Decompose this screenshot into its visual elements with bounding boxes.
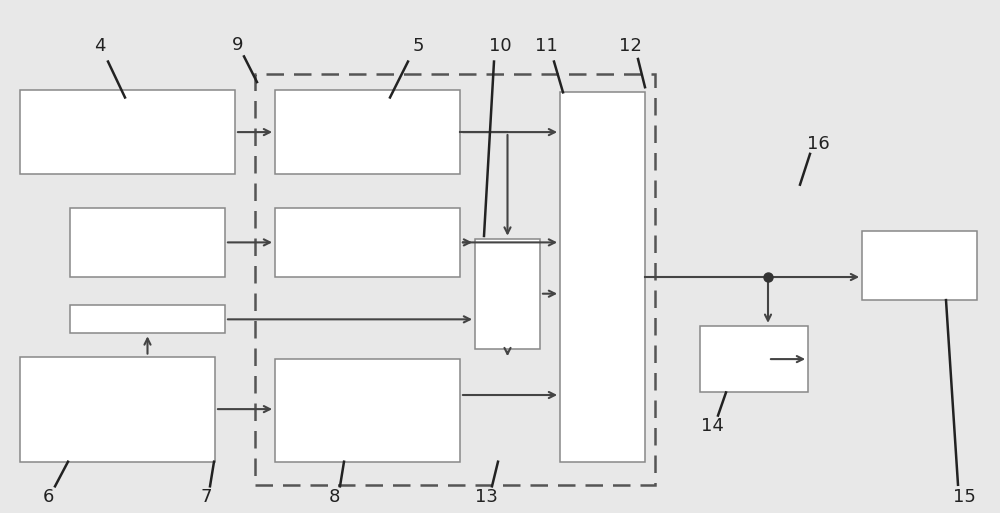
Bar: [275, 208, 460, 277]
Bar: [475, 239, 540, 349]
Text: 12: 12: [619, 37, 641, 55]
Text: 11: 11: [535, 37, 557, 55]
Text: 16: 16: [807, 134, 829, 153]
Text: 6: 6: [42, 487, 54, 506]
Bar: [20, 357, 215, 462]
Bar: [255, 74, 655, 485]
Text: 14: 14: [701, 417, 723, 435]
Text: 9: 9: [232, 36, 244, 54]
Text: 4: 4: [94, 37, 106, 55]
Text: 5: 5: [412, 37, 424, 55]
Bar: [275, 359, 460, 462]
Bar: [70, 305, 225, 333]
Bar: [275, 90, 460, 174]
Bar: [20, 90, 235, 174]
Bar: [560, 92, 645, 462]
Text: 8: 8: [328, 487, 340, 506]
Text: 13: 13: [475, 487, 497, 506]
Bar: [862, 231, 977, 300]
Text: 10: 10: [489, 37, 511, 55]
Bar: [70, 208, 225, 277]
Text: 7: 7: [200, 487, 212, 506]
Text: 15: 15: [953, 487, 975, 506]
Bar: [700, 326, 808, 392]
